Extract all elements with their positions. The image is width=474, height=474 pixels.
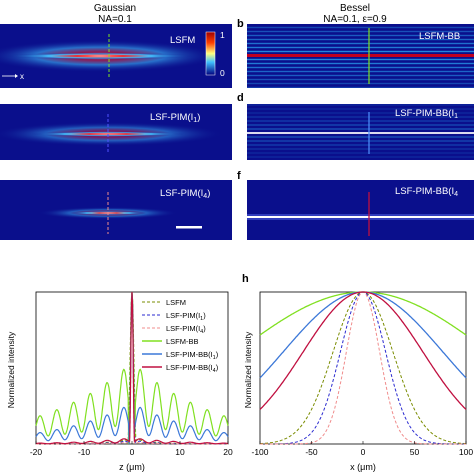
letter-b: b	[237, 18, 244, 30]
side-lobe-stripe	[247, 30, 474, 33]
side-lobe-stripe	[247, 46, 474, 49]
gaussian-header: Gaussian NA=0.1	[55, 3, 175, 25]
panel-f-core	[247, 216, 474, 218]
chart-g-xlabel: z (μm)	[119, 462, 145, 472]
side-lobe-stripe	[247, 38, 474, 41]
bessel-header: Bessel NA=0.1, ε=0.9	[290, 3, 420, 25]
side-lobe-stripe	[247, 144, 474, 146]
side-lobe-stripe	[247, 74, 474, 77]
chart-g-xtick-label: -10	[78, 447, 91, 457]
chart-g-frame	[35, 291, 229, 445]
panel-f-label: LSF-PIM-BB(I4	[395, 186, 458, 198]
panel-f-lsf-pim-bb-i4-image: LSF-PIM-BB(I4	[247, 180, 474, 240]
side-lobe-stripe	[247, 58, 474, 61]
chart-g-legend: LSFM LSF-PIM(I1) LSF-PIM(I4) LSFM-BB LSF-PIM…	[142, 298, 219, 374]
side-lobe-stripe	[247, 34, 474, 37]
colorbar-max: 1	[220, 30, 225, 40]
side-lobe-stripe	[247, 62, 474, 65]
side-lobe-stripe	[247, 136, 474, 138]
panel-d-label: LSF-PIM-BB(I1	[395, 108, 458, 120]
bessel-na: NA=0.1, ε=0.9	[323, 14, 387, 25]
panel-e-label: LSF-PIM(I4)	[160, 188, 210, 200]
chart-g-legend-entry: LSF-PIM-BB(I4)	[166, 363, 219, 374]
side-lobe-stripe	[247, 112, 474, 114]
panel-a-label: LSFM	[170, 35, 195, 46]
chart-g-series-lsf_pim_bb_i4	[36, 291, 228, 445]
side-lobe-stripe	[247, 108, 474, 110]
chart-h-ylabel: Normalized intensity	[243, 331, 253, 408]
chart-h-xticks: -100 -50 0 50 100	[251, 441, 473, 457]
chart-g-legend-entry: LSF-PIM(I4)	[166, 324, 206, 335]
gaussian-na: NA=0.1	[98, 14, 132, 25]
chart-h-series-lsf_pim_bb_i4	[259, 291, 467, 410]
panel-c-lsf-pim-i1-image: LSF-PIM(I1)	[0, 104, 232, 160]
side-lobe-stripe	[247, 42, 474, 45]
panel-d-core	[247, 132, 474, 134]
side-lobe-stripe	[247, 66, 474, 69]
letter-d: d	[237, 92, 244, 104]
side-lobe-stripe	[247, 26, 474, 29]
panel-a-lsfm-image: LSFM 1 0 x	[0, 24, 232, 88]
panel-b-label: LSFM-BB	[419, 31, 460, 42]
chart-g-xtick-label: 0	[130, 447, 135, 457]
side-lobe-stripe	[247, 70, 474, 73]
side-lobe-stripe	[247, 140, 474, 142]
panel-b-stripes	[247, 26, 474, 88]
chart-g-legend-entry: LSF-PIM-BB(I1)	[166, 350, 219, 361]
chart-h: -100 -50 0 50 100 x (μm) Normalized intensit…	[243, 291, 473, 472]
panel-e-lsf-pim-i4-image: LSF-PIM(I4)	[0, 180, 232, 240]
colorbar-min: 0	[220, 68, 225, 78]
panel-a-beam-core	[5, 52, 195, 60]
side-lobe-stripe	[247, 104, 474, 106]
panel-f-background	[247, 180, 474, 240]
panel-d-stripes	[247, 104, 474, 158]
chart-g-xtick-label: 10	[175, 447, 185, 457]
side-lobe-stripe	[247, 156, 474, 158]
side-lobe-stripe	[247, 50, 474, 53]
chart-h-xlabel: x (μm)	[350, 462, 376, 472]
panel-b-lsfm-bb-image: LSFM-BB	[247, 24, 474, 88]
colorbar	[205, 31, 216, 76]
chart-h-xtick-label: 0	[361, 447, 366, 457]
axis-x-label: x	[20, 72, 24, 81]
chart-h-xtick-label: 100	[459, 447, 473, 457]
side-lobe-stripe	[247, 128, 474, 130]
side-lobe-stripe	[247, 152, 474, 154]
side-lobe-stripe	[247, 116, 474, 118]
panel-c-label: LSF-PIM(I1)	[150, 112, 200, 124]
chart-g-xtick-label: 20	[223, 447, 233, 457]
side-lobe-stripe	[247, 78, 474, 81]
side-lobe-stripe	[247, 82, 474, 85]
panel-d-lsf-pim-bb-i1-image: LSF-PIM-BB(I1	[247, 104, 474, 160]
side-lobe-stripe	[247, 124, 474, 126]
chart-h-xtick-label: 50	[410, 447, 420, 457]
chart-g-ylabel: Normalized intensity	[6, 331, 16, 408]
side-lobe-stripe	[247, 86, 474, 88]
chart-g-xticks: -20 -10 0 10 20	[30, 441, 233, 457]
chart-g-xtick-label: -20	[30, 447, 43, 457]
scale-bar	[176, 226, 202, 229]
axis-arrow-head	[15, 74, 18, 78]
panel-b-core	[247, 54, 474, 57]
side-lobe-stripe	[247, 120, 474, 122]
chart-g: -20 -10 0 10 20 z (μm) Normalized intensity …	[6, 291, 233, 472]
chart-g-legend-entry: LSFM-BB	[166, 337, 199, 346]
side-lobe-stripe	[247, 148, 474, 150]
letter-h: h	[242, 273, 249, 285]
chart-g-legend-entry: LSFM	[166, 298, 186, 307]
gaussian-title: Gaussian	[93, 3, 137, 14]
chart-g-legend-entry: LSF-PIM(I1)	[166, 311, 206, 322]
chart-g-plot-area	[35, 291, 229, 445]
chart-h-lines	[259, 291, 467, 445]
chart-h-xtick-label: -50	[305, 447, 318, 457]
letter-f: f	[237, 170, 241, 182]
chart-g-lines	[35, 291, 229, 446]
bessel-title: Bessel	[339, 3, 370, 14]
chart-h-xtick-label: -100	[251, 447, 268, 457]
